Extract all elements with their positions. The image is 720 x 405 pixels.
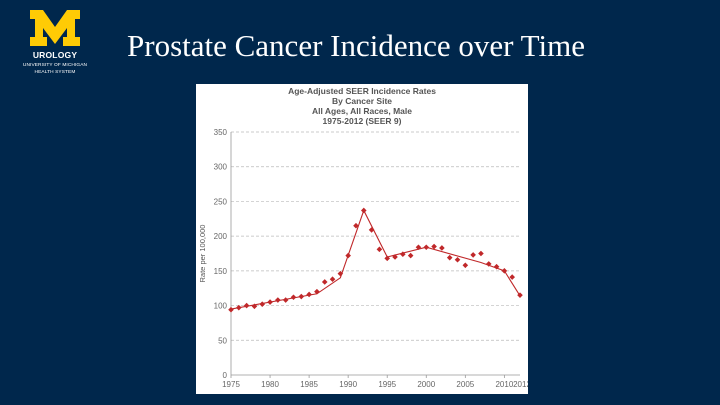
chart-gridlines xyxy=(231,131,520,341)
x-tick-label: 1990 xyxy=(339,380,357,389)
data-point xyxy=(454,256,461,263)
data-point xyxy=(485,261,492,267)
chart-title-line: By Cancer Site xyxy=(332,96,392,106)
y-tick-label: 0 xyxy=(223,371,228,380)
data-point xyxy=(243,302,250,309)
data-point xyxy=(501,268,508,274)
data-point xyxy=(337,270,344,277)
x-tick-label: 1985 xyxy=(300,380,318,389)
data-point xyxy=(306,291,312,298)
data-point xyxy=(478,250,484,257)
x-tick-label: 2000 xyxy=(417,380,435,389)
data-point xyxy=(415,244,422,251)
data-point xyxy=(267,299,273,305)
block-m-logo xyxy=(30,10,80,46)
x-tick-label: 2005 xyxy=(456,380,474,389)
y-tick-label: 250 xyxy=(214,197,228,206)
data-point xyxy=(423,244,430,251)
chart-title-line: All Ages, All Races, Male xyxy=(312,106,412,116)
x-tick-label: 1980 xyxy=(261,380,279,389)
trend-line xyxy=(230,209,521,310)
chart-panel: Age-Adjusted SEER Incidence Rates By Canc… xyxy=(196,84,528,394)
y-axis-title: Rate per 100,000 xyxy=(198,225,207,283)
data-point xyxy=(407,252,414,259)
data-point xyxy=(329,276,336,282)
data-point xyxy=(400,251,406,257)
data-point xyxy=(376,246,383,253)
data-point xyxy=(251,303,258,310)
x-tick-label: 1975 xyxy=(222,380,240,389)
logo-university: UNIVERSITY OF MICHIGAN xyxy=(22,63,88,68)
data-point xyxy=(236,304,242,311)
data-point xyxy=(353,222,359,229)
x-tick-label: 1995 xyxy=(378,380,396,389)
data-point xyxy=(290,294,297,301)
y-tick-label: 50 xyxy=(218,336,227,345)
chart-axes: 0 50 100 150 200 250 300 350 1975 1980 1985 1990 199… xyxy=(198,128,528,389)
y-tick-label: 350 xyxy=(214,128,228,137)
data-point xyxy=(298,293,305,300)
data-point xyxy=(470,252,476,258)
data-point xyxy=(275,297,281,303)
y-tick-label: 100 xyxy=(214,302,228,311)
data-point xyxy=(462,262,469,269)
data-point xyxy=(439,245,445,251)
slide-title: Prostate Cancer Incidence over Time xyxy=(127,28,585,63)
chart-title-line: Age-Adjusted SEER Incidence Rates xyxy=(288,86,436,96)
data-point xyxy=(392,254,398,260)
data-point xyxy=(509,274,515,280)
chart-series xyxy=(228,207,523,313)
data-point xyxy=(493,263,500,270)
data-point xyxy=(368,227,375,233)
y-tick-label: 200 xyxy=(214,232,228,241)
data-point xyxy=(345,252,351,259)
data-point xyxy=(321,279,328,285)
data-point xyxy=(228,306,234,313)
x-tick-label: 2010 xyxy=(495,380,513,389)
data-point xyxy=(282,297,289,303)
data-point xyxy=(446,254,453,261)
data-point xyxy=(360,207,367,214)
logo-health-system: HEALTH SYSTEM xyxy=(34,70,76,75)
university-logo: UROLOGY UNIVERSITY OF MICHIGAN HEALTH SY… xyxy=(12,8,98,78)
data-point xyxy=(517,292,523,298)
data-point xyxy=(384,255,391,262)
x-end-label: 2012 xyxy=(513,380,528,389)
data-point xyxy=(259,301,266,307)
y-tick-label: 300 xyxy=(214,163,228,172)
y-tick-label: 150 xyxy=(214,267,228,276)
logo-department: UROLOGY xyxy=(32,50,78,60)
data-point xyxy=(431,243,437,250)
chart-title-line: 1975-2012 (SEER 9) xyxy=(323,116,402,126)
